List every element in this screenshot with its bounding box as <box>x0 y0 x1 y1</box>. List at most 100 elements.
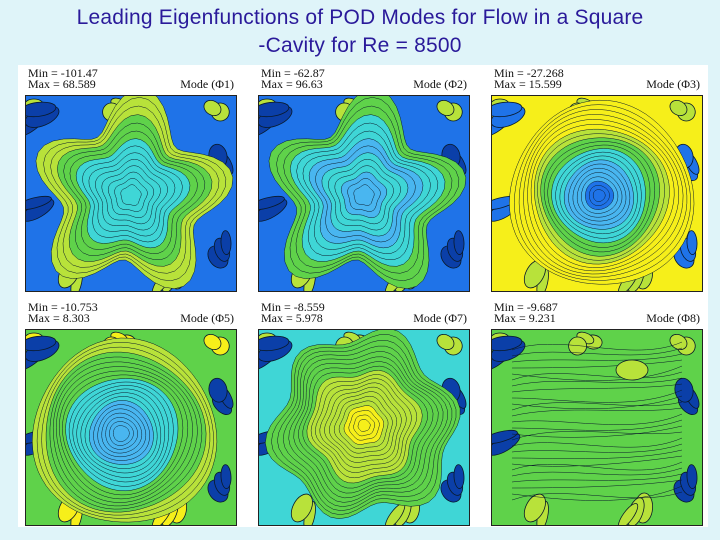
mode-plot-3-boundary-eddy <box>208 377 228 403</box>
mode-3-contour-plot <box>491 95 703 292</box>
mode-plot-5-contour <box>511 365 683 381</box>
mode-plot-5-contour <box>511 437 683 448</box>
mode-plot-0-boundary-eddy <box>203 99 222 117</box>
mode-plot-0-boundary-eddy <box>26 195 52 211</box>
mode-plot-5-boundary-eddy <box>523 493 546 523</box>
mode-plot-5-contour <box>511 485 683 501</box>
mode-1-max: Max = 68.589 <box>28 77 96 91</box>
mode-2-range: Min = -62.87 Max = 96.63 <box>261 67 325 91</box>
mode-plot-1-boundary-eddy <box>259 195 285 211</box>
mode-5-contour-plot <box>25 329 237 526</box>
mode-plot-5-boundary-eddy <box>568 336 587 356</box>
mode-panel-2: Min = -62.87 Max = 96.63 Mode (Φ2) <box>251 65 475 293</box>
mode-5-range: Min = -10.753 Max = 8.303 <box>28 300 98 325</box>
mode-plot-5-contour <box>511 467 683 477</box>
mode-3-max: Max = 15.599 <box>494 77 562 91</box>
mode-plot-0-contour <box>120 184 142 206</box>
mode-panel-3: Min = -27.268 Max = 15.599 Mode (Φ3) <box>484 65 708 293</box>
mode-plot-5-contour <box>511 461 683 471</box>
mode-2-max: Max = 96.63 <box>261 77 323 91</box>
mode-3-range: Min = -27.268 Max = 15.599 <box>494 66 564 91</box>
mode-plot-4-boundary-eddy <box>259 335 290 352</box>
mode-plot-5-contour <box>511 491 683 501</box>
mode-7-range: Min = -8.559 Max = 5.978 <box>261 300 325 325</box>
mode-panel-7: Min = -8.559 Max = 5.978 Mode (Φ7) <box>251 299 475 527</box>
mode-plot-2-contour <box>592 189 606 202</box>
mode-plot-2-svg <box>492 96 702 291</box>
mode-plot-5-contour <box>511 425 683 438</box>
mode-plot-5-contour <box>511 401 683 411</box>
mode-5-label: Mode (Φ5) <box>180 311 234 325</box>
mode-plot-3-boundary-eddy <box>203 333 222 351</box>
mode-plot-4-boundary-eddy <box>453 464 465 489</box>
mode-plot-5-contour <box>511 377 683 387</box>
mode-1-min: Min = -101.47 <box>28 66 98 80</box>
mode-plot-1-svg <box>259 96 469 291</box>
mode-7-min: Min = -8.559 <box>261 300 325 314</box>
mode-plot-4-contour <box>357 419 371 432</box>
mode-plot-5-background <box>492 330 702 525</box>
mode-plot-4-svg <box>259 330 469 525</box>
mode-plot-3-contour <box>113 425 130 442</box>
mode-panel-5: Min = -10.753 Max = 8.303 Mode (Φ5) <box>18 299 242 527</box>
slide-title: Leading Eigenfunctions of POD Modes for … <box>0 4 720 60</box>
mode-3-min: Min = -27.268 <box>494 66 564 80</box>
mode-8-range: Min = -9.687 Max = 9.231 <box>494 301 558 325</box>
mode-2-label: Mode (Φ2) <box>413 77 467 91</box>
mode-plot-5-contour <box>511 353 683 363</box>
mode-panel-1: Min = -101.47 Max = 68.589 Mode (Φ1) <box>18 65 242 293</box>
mode-plot-1-boundary-eddy <box>259 101 290 118</box>
mode-5-max: Max = 8.303 <box>28 311 90 325</box>
mode-plot-0-svg <box>26 96 236 291</box>
mode-plot-5-boundary-eddy <box>492 335 523 352</box>
mode-plot-5-contour <box>511 413 683 425</box>
mode-plot-3-svg <box>26 330 236 525</box>
mode-2-contour-plot <box>258 95 470 292</box>
mode-plot-5-contour <box>511 431 683 441</box>
mode-plot-2-boundary-eddy <box>686 230 698 255</box>
mode-plot-5-contour <box>511 395 683 409</box>
mode-plot-2-boundary-eddy <box>669 99 688 117</box>
mode-plot-5-svg <box>492 330 702 525</box>
mode-plot-5-contour <box>511 473 683 483</box>
mode-plot-2-boundary-eddy <box>492 101 523 118</box>
mode-1-contour-plot <box>25 95 237 292</box>
title-line-1: Leading Eigenfunctions of POD Modes for … <box>76 6 644 29</box>
mode-plot-5-contour <box>511 341 683 351</box>
mode-plot-5-contour <box>511 371 683 381</box>
mode-plot-3-boundary-eddy <box>26 335 57 352</box>
mode-plot-0-boundary-eddy <box>26 101 57 118</box>
mode-plot-5-contour <box>511 443 683 453</box>
mode-plot-5-contour <box>511 479 683 489</box>
mode-plot-5-eddy <box>615 359 649 381</box>
mode-plot-5-boundary-eddy <box>669 333 688 351</box>
mode-plot-4-boundary-eddy <box>290 493 313 523</box>
mode-plot-5-contour <box>511 449 683 459</box>
mode-plot-5-contour <box>511 407 683 417</box>
mode-3-label: Mode (Φ3) <box>646 77 700 91</box>
mode-plot-5-contour <box>511 419 683 431</box>
mode-plot-3-boundary-eddy <box>220 464 232 489</box>
pod-modes-figure: Min = -101.47 Max = 68.589 Mode (Φ1) Min… <box>18 65 708 527</box>
mode-1-label: Mode (Φ1) <box>180 77 234 91</box>
mode-7-contour-plot <box>258 329 470 526</box>
mode-plot-5-contour <box>511 389 683 403</box>
mode-7-label: Mode (Φ7) <box>413 311 467 325</box>
mode-plot-1-boundary-eddy <box>436 99 455 117</box>
mode-plot-1-contour <box>353 184 375 206</box>
mode-plot-4-boundary-eddy <box>436 333 455 351</box>
mode-plot-5-contour <box>511 359 683 369</box>
mode-plot-5-boundary-eddy <box>686 464 698 489</box>
mode-1-range: Min = -101.47 Max = 68.589 <box>28 66 98 91</box>
mode-plot-0-boundary-eddy <box>220 230 232 255</box>
mode-5-min: Min = -10.753 <box>28 300 98 314</box>
mode-plot-1-boundary-eddy <box>453 230 465 255</box>
mode-7-max: Max = 5.978 <box>261 311 323 325</box>
mode-plot-5-boundary-eddy <box>492 429 518 445</box>
mode-8-label: Mode (Φ8) <box>646 311 700 325</box>
mode-8-max: Max = 9.231 <box>494 311 556 325</box>
title-line-2: -Cavity for Re = 8500 <box>258 34 462 57</box>
mode-8-contour-plot <box>491 329 703 526</box>
mode-plot-5-boundary-eddy <box>617 503 639 525</box>
mode-plot-5-contour <box>511 347 683 357</box>
